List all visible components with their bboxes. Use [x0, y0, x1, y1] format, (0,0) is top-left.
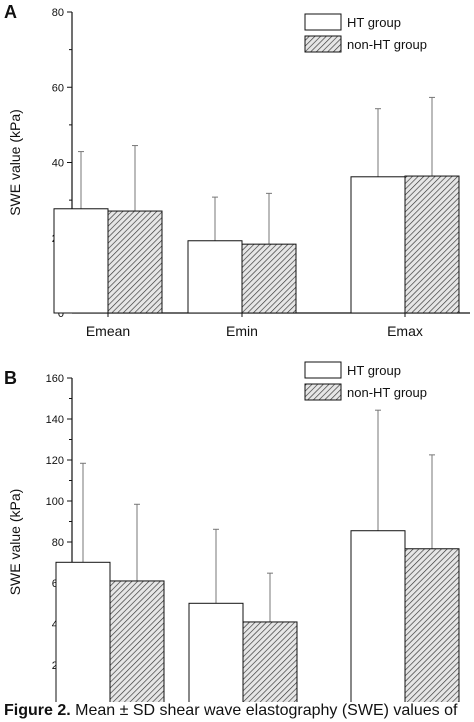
bar-non-ht	[107, 210, 163, 314]
y-tick-label: 80	[52, 7, 64, 19]
category-label: Emean	[86, 323, 130, 339]
panel-label: A	[4, 2, 17, 22]
y-tick-label: 80	[52, 537, 64, 549]
y-tick-label: 120	[46, 455, 64, 467]
bar-ht	[350, 530, 406, 702]
bar-ht	[55, 561, 111, 702]
category-label: Emax	[387, 323, 423, 339]
bar-non-ht	[109, 580, 165, 702]
y-tick-label: 160	[46, 373, 64, 385]
legend-label: HT group	[347, 363, 401, 378]
y-tick-label: 60	[52, 82, 64, 94]
bar-ht	[188, 602, 244, 702]
category-label: Emin	[226, 323, 258, 339]
y-tick-label: 100	[46, 496, 64, 508]
bar-ht	[350, 176, 406, 314]
bar-ht	[53, 208, 109, 314]
y-tick-label: 40	[52, 158, 64, 170]
bar-non-ht	[241, 243, 297, 314]
caption-text: Mean ± SD shear wave elastography (SWE) …	[75, 702, 458, 719]
legend-swatch	[304, 35, 342, 53]
figure-caption: Figure 2. Mean ± SD shear wave elastogra…	[4, 702, 474, 720]
y-tick-label: 0	[58, 308, 64, 320]
panel-label: B	[4, 368, 17, 388]
y-axis-label: SWE value (kPa)	[7, 109, 23, 216]
y-axis-label: SWE value (kPa)	[7, 489, 23, 596]
bar-non-ht	[242, 621, 298, 702]
y-tick-label: 140	[46, 414, 64, 426]
panel-b-chart: B020406080100120140160SWE value (kPa)Eme…	[4, 361, 460, 702]
bar-ht	[187, 240, 243, 314]
bar-non-ht	[404, 175, 460, 314]
legend-label: HT group	[347, 15, 401, 30]
legend-label: non-HT group	[347, 385, 427, 400]
panel-a-chart: A020406080SWE value (kPa)EmeanEminEmaxHT…	[4, 2, 470, 339]
legend-swatch	[304, 361, 342, 379]
legend-label: non-HT group	[347, 37, 427, 52]
legend-swatch	[304, 383, 342, 401]
legend-swatch	[304, 13, 342, 31]
caption-label: Figure 2.	[4, 702, 71, 719]
figure: A020406080SWE value (kPa)EmeanEminEmaxHT…	[4, 2, 470, 702]
bar-non-ht	[404, 548, 460, 702]
